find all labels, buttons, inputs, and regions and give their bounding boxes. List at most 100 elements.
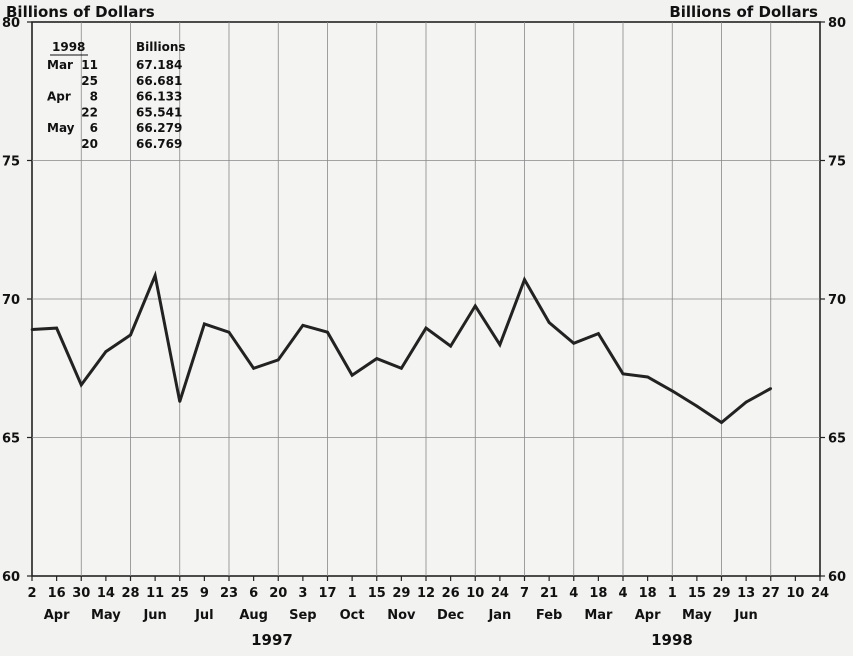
x-tick-label: 1 xyxy=(668,586,677,601)
x-tick-label: 14 xyxy=(97,586,115,601)
x-year-label-1998: 1998 xyxy=(651,631,693,649)
x-month-label: Oct xyxy=(340,608,365,623)
x-year-label-1997: 1997 xyxy=(251,631,293,649)
x-month-label: Nov xyxy=(387,608,416,623)
data-point xyxy=(104,350,108,353)
table-row-day: 25 xyxy=(81,74,98,88)
table-row-day: 6 xyxy=(90,121,98,135)
y-tick-label-right: 60 xyxy=(828,570,846,585)
x-tick-label: 20 xyxy=(269,586,287,601)
x-tick-label: 2 xyxy=(27,586,36,601)
table-row-day: 20 xyxy=(81,137,98,151)
data-point xyxy=(178,400,182,403)
x-tick-label: 7 xyxy=(520,586,529,601)
y-tick-label-left: 75 xyxy=(2,155,20,170)
x-month-label: Aug xyxy=(239,608,268,623)
data-point xyxy=(621,372,625,376)
x-tick-label: 13 xyxy=(737,586,755,601)
data-point xyxy=(252,367,255,370)
x-month-label: Sep xyxy=(289,608,317,623)
x-tick-label: 26 xyxy=(442,586,460,601)
y-tick-label-left: 80 xyxy=(2,16,20,31)
x-tick-label: 29 xyxy=(712,586,730,601)
table-row-value: 66.681 xyxy=(136,74,182,88)
data-point xyxy=(203,322,206,326)
x-tick-label: 10 xyxy=(466,586,484,601)
x-tick-label: 11 xyxy=(146,586,164,601)
data-point xyxy=(55,326,58,330)
x-tick-label: 18 xyxy=(589,586,607,601)
x-tick-label: 17 xyxy=(318,586,336,601)
y-tick-label-right: 75 xyxy=(828,155,846,170)
x-tick-label: 3 xyxy=(298,586,307,601)
data-point xyxy=(473,304,477,308)
data-point xyxy=(424,326,428,330)
data-point xyxy=(498,343,502,347)
x-tick-label: 15 xyxy=(688,586,706,601)
table-row-day: 8 xyxy=(90,90,98,104)
x-tick-label: 9 xyxy=(200,586,209,601)
x-tick-label: 25 xyxy=(171,586,189,601)
x-tick-label: 24 xyxy=(811,586,829,601)
table-header-billions: Billions xyxy=(136,40,186,54)
x-tick-label: 12 xyxy=(417,586,435,601)
x-tick-label: 30 xyxy=(72,586,90,601)
x-month-label: Apr xyxy=(635,608,661,623)
table-row-value: 65.541 xyxy=(136,105,182,119)
y-tick-label-right: 80 xyxy=(828,16,846,31)
data-point xyxy=(227,330,231,334)
x-tick-label: 28 xyxy=(121,586,139,601)
data-point xyxy=(670,389,674,393)
x-month-label: May xyxy=(682,608,712,623)
x-tick-label: 23 xyxy=(220,586,238,601)
x-month-label: Dec xyxy=(437,608,464,623)
y-tick-label-left: 60 xyxy=(2,570,20,585)
data-point xyxy=(720,421,723,424)
data-point xyxy=(449,344,452,348)
data-point xyxy=(30,328,34,331)
data-point xyxy=(129,333,132,337)
y-tick-label-right: 70 xyxy=(828,293,846,308)
x-tick-label: 29 xyxy=(392,586,410,601)
data-point xyxy=(769,387,773,390)
x-month-label: Mar xyxy=(584,608,613,623)
x-month-label: Apr xyxy=(44,608,70,623)
table-row-value: 66.279 xyxy=(136,121,182,135)
data-point xyxy=(153,274,157,277)
x-tick-label: 15 xyxy=(368,586,386,601)
data-point xyxy=(646,375,649,379)
x-tick-label: 10 xyxy=(786,586,804,601)
data-point xyxy=(572,342,576,345)
x-month-label: Jun xyxy=(733,608,757,623)
table-row-month: May xyxy=(47,121,75,135)
table-row-value: 66.769 xyxy=(136,137,182,151)
data-point xyxy=(744,400,748,404)
table-row-value: 66.133 xyxy=(136,90,182,104)
table-row-month: Mar xyxy=(47,58,73,72)
data-point xyxy=(400,367,403,370)
x-tick-label: 18 xyxy=(639,586,657,601)
x-tick-label: 16 xyxy=(48,586,66,601)
table-row-month: Apr xyxy=(47,90,71,104)
x-month-label: Feb xyxy=(536,608,562,623)
x-tick-label: 1 xyxy=(348,586,357,601)
y-axis-title-right: Billions of Dollars xyxy=(669,3,818,21)
table-row-day: 22 xyxy=(81,105,98,119)
data-point xyxy=(276,358,280,362)
x-tick-label: 24 xyxy=(491,586,509,601)
data-point xyxy=(597,332,600,335)
data-point xyxy=(375,357,379,360)
data-point xyxy=(547,321,551,324)
x-tick-label: 4 xyxy=(618,586,627,601)
x-tick-label: 4 xyxy=(569,586,578,601)
table-row-value: 67.184 xyxy=(136,58,182,72)
data-point xyxy=(79,383,83,387)
x-month-label: May xyxy=(91,608,121,623)
data-point xyxy=(350,373,354,377)
data-point xyxy=(301,324,305,327)
y-tick-label-right: 65 xyxy=(828,432,846,447)
x-tick-label: 6 xyxy=(249,586,258,601)
data-point xyxy=(326,330,329,334)
